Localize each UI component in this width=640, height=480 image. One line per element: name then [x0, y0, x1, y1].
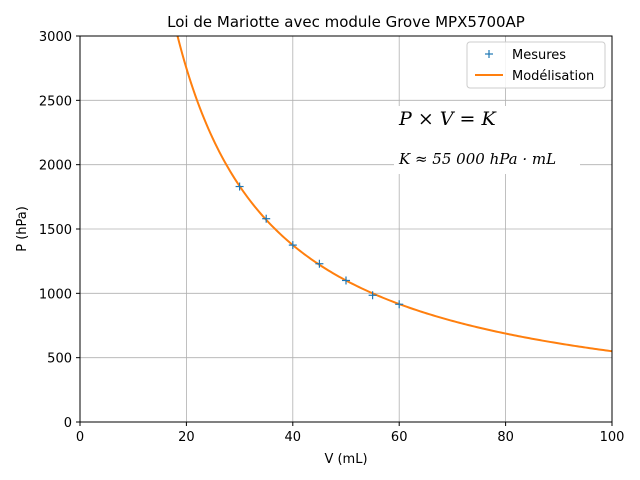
data-point-mesures	[315, 259, 324, 268]
data-point-mesures	[262, 214, 271, 223]
data-point-mesures	[395, 300, 404, 309]
x-tick-label: 0	[76, 430, 84, 445]
legend-box	[466, 41, 606, 89]
data-point-mesures	[235, 182, 244, 191]
x-tick-label: 80	[497, 430, 514, 445]
legend-label-modelisation: Modélisation	[512, 69, 594, 84]
legend-marker-mesures	[485, 50, 493, 58]
y-axis-title: P (hPa)	[15, 206, 30, 252]
annotation-equation: P × V = K	[398, 108, 498, 130]
x-tick-label: 40	[285, 430, 302, 445]
y-tick-label: 0	[64, 416, 72, 431]
plot-area	[176, 36, 612, 353]
y-tick-label: 2500	[39, 94, 72, 109]
series-line-modelisation	[176, 36, 612, 353]
y-tick-label: 1000	[39, 287, 72, 302]
y-tick-label: 2000	[39, 159, 72, 174]
data-point-mesures	[342, 276, 350, 285]
data-point-mesures	[288, 241, 297, 250]
legend: Mesures Modélisation	[466, 41, 606, 89]
y-tick-label: 1500	[39, 223, 72, 238]
x-axis-title: V (mL)	[324, 452, 367, 467]
x-tick-label: 100	[600, 430, 625, 445]
annotation-constant: K ≈ 55 000 hPa · mL	[398, 150, 556, 168]
y-tick-label: 500	[47, 352, 72, 367]
legend-label-mesures: Mesures	[512, 48, 566, 63]
x-tick-label: 20	[178, 430, 195, 445]
chart-title: Loi de Mariotte avec module Grove MPX570…	[167, 13, 525, 31]
annotation-background	[394, 106, 580, 174]
data-point-mesures	[368, 291, 377, 300]
annotations: P × V = K K ≈ 55 000 hPa · mL	[394, 106, 580, 174]
y-tick-label: 3000	[39, 30, 72, 45]
x-tick-label: 60	[391, 430, 408, 445]
